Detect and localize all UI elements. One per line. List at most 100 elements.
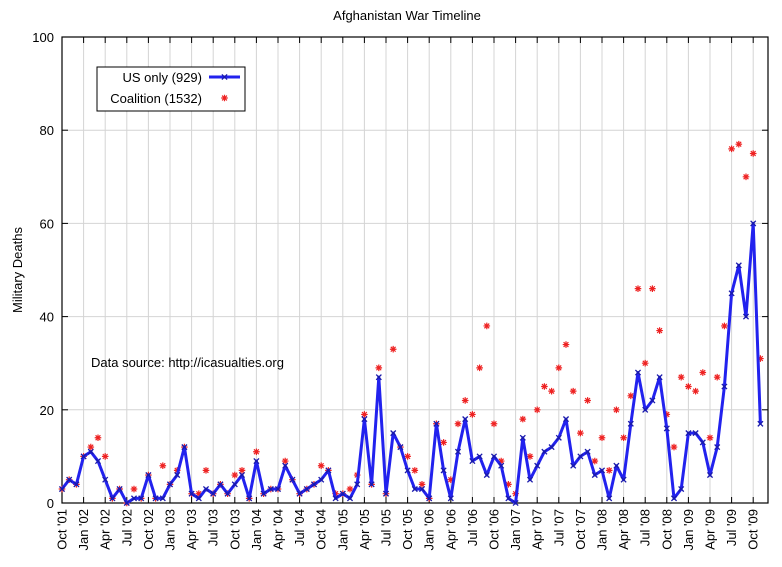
us-only-point bbox=[404, 467, 411, 474]
us-only-line bbox=[60, 221, 762, 505]
x-tick-label: Jul '08 bbox=[638, 509, 653, 546]
y-axis: 0 20 40 60 80 100 bbox=[32, 30, 768, 511]
us-only-point bbox=[346, 495, 354, 502]
us-only-point bbox=[282, 462, 289, 469]
coalition-point bbox=[411, 467, 419, 474]
us-only-point bbox=[706, 471, 714, 479]
us-only-point bbox=[656, 374, 663, 381]
us-only-point bbox=[476, 453, 483, 460]
us-only-point bbox=[620, 476, 627, 483]
x-tick-label: Oct '09 bbox=[746, 509, 761, 550]
us-only-point bbox=[678, 485, 685, 493]
us-only-point bbox=[418, 485, 426, 493]
coalition-point bbox=[721, 322, 728, 330]
coalition-point bbox=[476, 364, 483, 372]
us-only-point bbox=[210, 490, 217, 497]
us-only-point bbox=[426, 495, 433, 502]
coalition-point bbox=[389, 345, 397, 353]
us-only-point bbox=[58, 485, 66, 493]
us-only-point bbox=[570, 462, 577, 469]
us-only-point bbox=[66, 476, 73, 483]
us-only-point bbox=[310, 481, 318, 488]
y-axis-label: Military Deaths bbox=[10, 227, 25, 313]
us-only-point bbox=[296, 490, 303, 497]
coalition-point bbox=[620, 434, 627, 442]
us-only-point bbox=[584, 448, 591, 455]
us-only-point bbox=[440, 467, 447, 474]
x-tick-label: Jan '05 bbox=[335, 509, 350, 551]
us-only-point bbox=[721, 383, 728, 390]
coalition-point bbox=[685, 383, 692, 390]
y-tick-label: 100 bbox=[32, 30, 54, 45]
coalition-point bbox=[757, 355, 764, 362]
us-only-point bbox=[735, 262, 742, 269]
plot-frame bbox=[61, 36, 769, 504]
x-tick-label: Jan '03 bbox=[163, 509, 178, 551]
us-only-point bbox=[757, 420, 764, 427]
coalition-point bbox=[569, 387, 577, 395]
us-only-point bbox=[318, 476, 325, 483]
x-tick-label: Apr '08 bbox=[616, 509, 631, 550]
us-only-point bbox=[505, 495, 512, 502]
us-only-point bbox=[274, 485, 282, 493]
coalition-point bbox=[440, 439, 447, 446]
x-tick-label: Jan '06 bbox=[422, 509, 437, 551]
us-only-point bbox=[598, 467, 606, 474]
x-tick-label: Oct '03 bbox=[227, 509, 242, 550]
coalition-point bbox=[461, 397, 469, 404]
coalition-point bbox=[253, 448, 260, 456]
us-only-point bbox=[555, 434, 562, 441]
coalition-point bbox=[519, 415, 527, 423]
us-only-point bbox=[246, 495, 253, 502]
us-only-point bbox=[87, 448, 94, 455]
coalition-point bbox=[577, 429, 584, 437]
us-only-point bbox=[670, 495, 678, 502]
coalition-point bbox=[418, 481, 426, 488]
x-tick-label: Apr '02 bbox=[98, 509, 113, 550]
y-tick-label: 0 bbox=[47, 496, 54, 511]
series-coalition bbox=[58, 140, 764, 507]
coalition-point bbox=[483, 322, 491, 330]
coalition-point bbox=[728, 145, 735, 153]
coalition-point bbox=[195, 490, 203, 497]
coalition-point bbox=[159, 462, 167, 470]
us-only-point bbox=[462, 416, 469, 423]
coalition-point bbox=[505, 481, 512, 488]
us-only-point bbox=[548, 444, 555, 451]
x-tick-label: Oct '05 bbox=[400, 509, 415, 550]
us-only-point bbox=[145, 471, 152, 479]
coalition-point bbox=[447, 476, 455, 483]
coalition-point bbox=[346, 485, 354, 493]
us-only-point bbox=[253, 458, 260, 465]
y-tick-label: 20 bbox=[40, 403, 54, 418]
coalition-point bbox=[548, 387, 555, 395]
x-tick-label: Jul '09 bbox=[724, 509, 739, 546]
us-only-point bbox=[498, 462, 505, 469]
coalition-point bbox=[613, 406, 620, 414]
series-us-only bbox=[58, 220, 764, 507]
us-only-point bbox=[519, 434, 526, 441]
us-only-point bbox=[238, 471, 246, 479]
x-tick-label: Jul '02 bbox=[119, 509, 134, 546]
coalition-point bbox=[641, 359, 649, 367]
coalition-point bbox=[677, 373, 685, 381]
x-tick-label: Jul '07 bbox=[551, 509, 566, 546]
x-tick-label: Jan '02 bbox=[76, 509, 91, 551]
us-only-point bbox=[742, 313, 750, 320]
us-only-point bbox=[562, 416, 570, 423]
coalition-point bbox=[87, 443, 95, 451]
us-only-point bbox=[73, 481, 80, 488]
grid bbox=[62, 37, 768, 503]
us-only-point bbox=[642, 406, 649, 413]
x-tick-label: Oct '01 bbox=[55, 509, 70, 550]
us-only-point bbox=[577, 453, 584, 460]
x-tick-label: Apr '06 bbox=[443, 509, 458, 550]
us-only-point bbox=[94, 458, 102, 465]
us-only-point bbox=[267, 485, 274, 493]
us-only-point bbox=[289, 476, 296, 483]
us-only-point bbox=[534, 462, 541, 469]
us-only-point bbox=[541, 448, 548, 455]
y-tick-label: 60 bbox=[40, 216, 54, 231]
coalition-point bbox=[533, 406, 541, 414]
coalition-point bbox=[317, 462, 325, 470]
